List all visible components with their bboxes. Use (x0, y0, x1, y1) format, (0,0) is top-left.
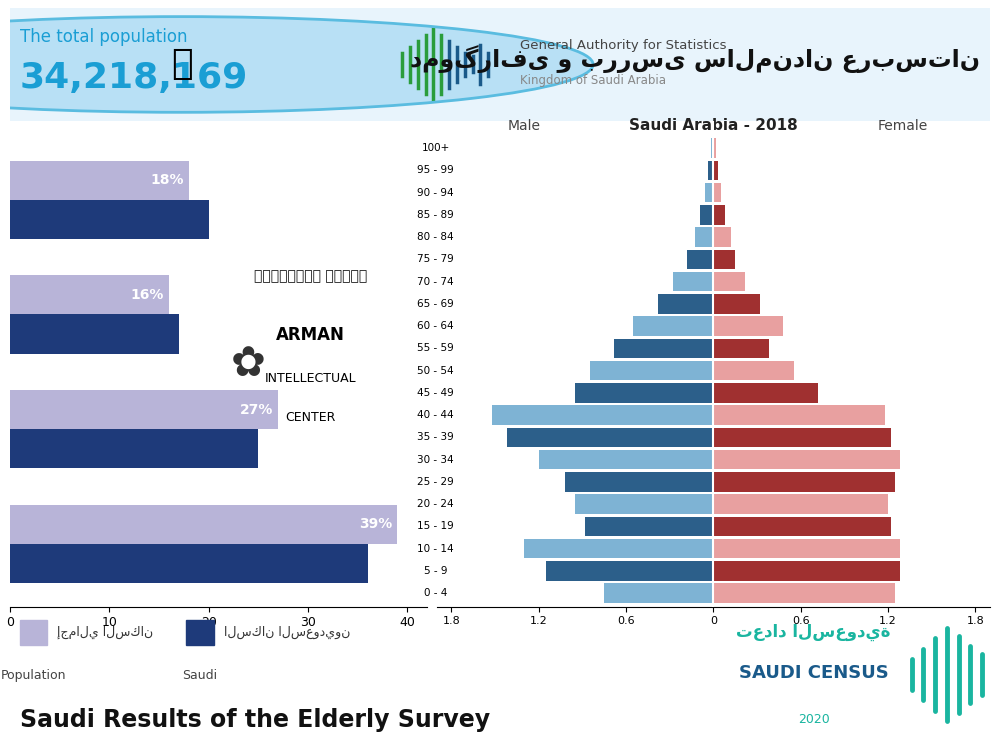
Bar (713, 227, 731, 247)
Text: SAUDI CENSUS: SAUDI CENSUS (739, 664, 888, 682)
Bar (713, 205, 725, 225)
Bar (507, 427, 713, 447)
Text: 34,218,169: 34,218,169 (20, 62, 248, 95)
Bar (10, 314, 179, 353)
Text: Male: Male (508, 118, 541, 133)
Bar (10, 429, 258, 468)
Bar (658, 294, 713, 314)
Text: دموگرافی و بررسی سالمندان عربستان: دموگرافی و بررسی سالمندان عربستان (410, 45, 980, 73)
Bar (539, 450, 713, 470)
Text: 👥: 👥 (171, 47, 192, 82)
Bar (713, 561, 900, 580)
Bar (713, 517, 891, 536)
Bar (713, 316, 783, 336)
Bar (633, 316, 713, 336)
Bar (186, 620, 214, 644)
Text: 27%: 27% (240, 403, 273, 416)
Text: تعداد السعودية: تعداد السعودية (736, 622, 891, 640)
Bar (575, 383, 713, 403)
Text: إجمالي السكان: إجمالي السكان (57, 626, 153, 639)
Bar (10, 160, 189, 200)
Bar (10, 505, 397, 544)
Text: Saudi Results of the Elderly Survey: Saudi Results of the Elderly Survey (20, 707, 490, 731)
Bar (705, 183, 713, 203)
Bar (713, 539, 900, 559)
Text: Saudi Arabia - 2018: Saudi Arabia - 2018 (629, 118, 798, 133)
Bar (713, 338, 769, 358)
Text: Female: Female (878, 118, 928, 133)
Text: السكان السعوديون: السكان السعوديون (224, 626, 350, 639)
Bar (713, 450, 900, 470)
Bar (713, 250, 735, 269)
Bar (614, 338, 713, 358)
Bar (524, 539, 713, 559)
Bar (20, 620, 47, 644)
Bar (604, 584, 713, 603)
Bar (713, 472, 895, 492)
Bar (713, 383, 818, 403)
Text: CENTER: CENTER (285, 411, 336, 424)
Bar (700, 205, 713, 225)
Text: 39%: 39% (359, 518, 392, 531)
Bar (585, 517, 713, 536)
Circle shape (0, 16, 593, 112)
Text: Population: Population (1, 669, 66, 682)
Bar (10, 200, 209, 238)
Bar (10, 390, 278, 429)
Text: Kingdom of Saudi Arabia: Kingdom of Saudi Arabia (520, 74, 666, 86)
Bar (711, 138, 713, 158)
Bar (713, 405, 885, 425)
Bar (713, 494, 888, 514)
Bar (10, 275, 169, 314)
Text: ✿: ✿ (230, 343, 265, 385)
Text: Saudi: Saudi (183, 669, 218, 682)
Text: General Authority for Statistics: General Authority for Statistics (520, 40, 726, 53)
Text: 2020: 2020 (798, 712, 829, 725)
Bar (695, 227, 713, 247)
Bar (713, 272, 745, 292)
Bar (575, 494, 713, 514)
Text: The total population: The total population (20, 28, 187, 46)
Bar (687, 250, 713, 269)
Text: اندیشکده آرمان: اندیشکده آرمان (254, 270, 367, 284)
Bar (713, 361, 794, 380)
Bar (546, 561, 713, 580)
Bar (713, 584, 895, 603)
Text: INTELLECTUAL: INTELLECTUAL (265, 372, 356, 385)
Bar (708, 160, 713, 180)
Bar (565, 472, 713, 492)
Bar (713, 160, 718, 180)
Bar (713, 138, 716, 158)
Bar (10, 544, 368, 583)
Text: 16%: 16% (131, 288, 164, 302)
Text: ARMAN: ARMAN (276, 326, 345, 344)
Text: 18%: 18% (150, 173, 184, 187)
Bar (492, 405, 713, 425)
Bar (673, 272, 713, 292)
Bar (713, 294, 760, 314)
Bar (590, 361, 713, 380)
Bar (713, 183, 721, 203)
FancyBboxPatch shape (10, 8, 990, 122)
Bar (713, 427, 891, 447)
